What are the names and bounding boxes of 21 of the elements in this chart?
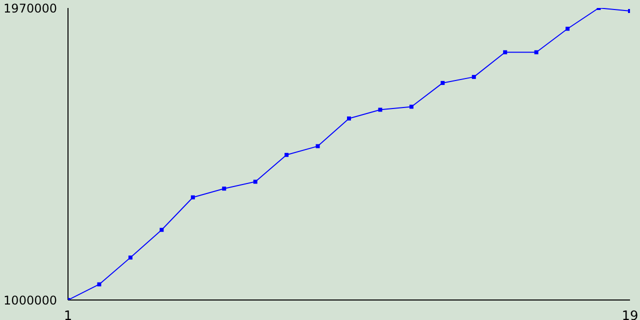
line-series: [68, 8, 630, 300]
point: [97, 282, 102, 286]
point: [472, 74, 476, 79]
point: [440, 80, 445, 85]
point: [316, 144, 320, 148]
point: [347, 116, 351, 120]
x-tick-label: 1: [64, 309, 72, 320]
point: [160, 228, 164, 232]
x-tick-label: 19: [622, 309, 638, 320]
point: [128, 256, 132, 260]
y-tick-label: 1000000: [4, 294, 57, 308]
point: [253, 180, 258, 184]
y-tick-label: 1970000: [4, 2, 57, 16]
point: [284, 152, 289, 157]
point: [409, 104, 414, 109]
point: [566, 26, 570, 31]
point: [190, 195, 195, 200]
point: [503, 50, 508, 54]
point: [222, 186, 226, 191]
point: [378, 108, 382, 112]
point: [534, 50, 538, 54]
